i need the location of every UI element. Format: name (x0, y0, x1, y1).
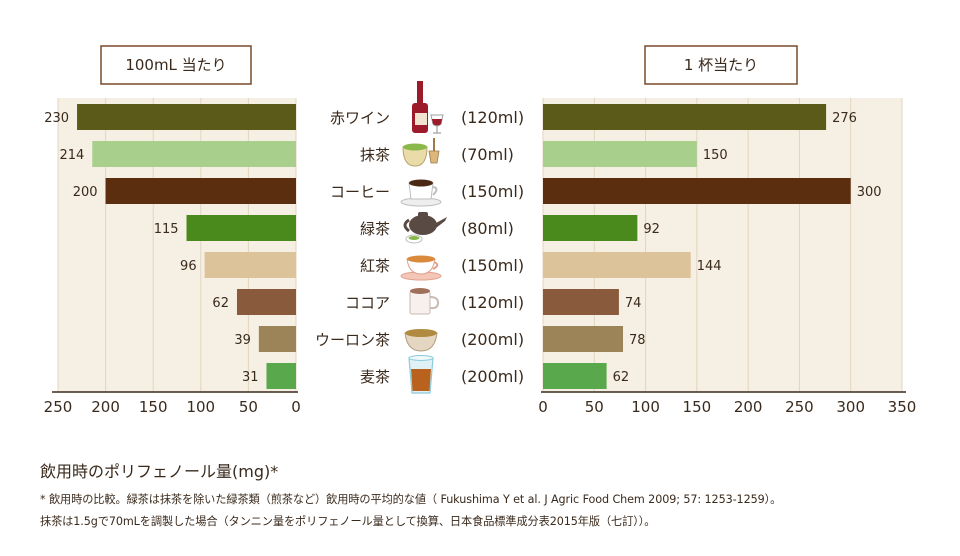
drink-volume: (150ml) (461, 256, 524, 275)
right-bar (543, 215, 638, 241)
right-bar (543, 104, 827, 130)
right-value-label: 144 (697, 259, 722, 274)
right-value-label: 62 (613, 370, 630, 385)
left-bar (236, 289, 296, 315)
right-value-label: 74 (625, 296, 642, 311)
oolong-bowl-icon (404, 329, 438, 352)
left-value-label: 39 (234, 333, 251, 348)
footnote-1: * 飲用時の比較。緑茶は抹茶を除いた緑茶類（煎茶など）飲用時の平均的な値（ Fu… (40, 493, 782, 506)
left-bar (266, 363, 296, 389)
right-value-label: 276 (832, 111, 857, 126)
left-tick-label: 100 (186, 398, 215, 416)
drink-volume: (200ml) (461, 330, 524, 349)
left-value-label: 31 (242, 370, 259, 385)
left-value-label: 115 (154, 222, 179, 237)
right-tick-label: 50 (585, 398, 604, 416)
left-value-label: 96 (180, 259, 197, 274)
drink-name: 赤ワイン (330, 109, 390, 127)
right-bar (543, 178, 851, 204)
right-bar (543, 326, 624, 352)
right-bar (543, 289, 619, 315)
right-bar (543, 363, 607, 389)
left-bar (258, 326, 296, 352)
right-value-label: 150 (703, 148, 728, 163)
left-title-box (100, 45, 252, 85)
right-tick-label: 100 (631, 398, 660, 416)
right-tick-label: 300 (836, 398, 865, 416)
barley-tea-glass-icon (408, 355, 434, 394)
right-panel-title: 1 杯当たり (684, 56, 758, 74)
drink-volume: (80ml) (461, 219, 514, 238)
left-tick-label: 150 (139, 398, 168, 416)
coffee-cup-icon (400, 179, 442, 207)
teacup-icon (400, 255, 442, 281)
teapot-icon (403, 212, 447, 244)
drink-name: コーヒー (330, 183, 390, 201)
drink-name: ウーロン茶 (315, 331, 390, 349)
drink-name: 抹茶 (360, 146, 390, 164)
drink-volume: (150ml) (461, 182, 524, 201)
chart-caption: 飲用時のポリフェノール量(mg)* (40, 462, 279, 481)
right-bar (543, 141, 697, 167)
left-value-label: 200 (73, 185, 98, 200)
right-tick-label: 350 (888, 398, 917, 416)
left-bar (77, 104, 296, 130)
drink-name: 麦茶 (360, 368, 390, 386)
drink-volume: (70ml) (461, 145, 514, 164)
drink-name: 緑茶 (360, 220, 390, 238)
drink-volume: (120ml) (461, 293, 524, 312)
left-value-label: 230 (44, 111, 69, 126)
left-value-label: 62 (212, 296, 229, 311)
left-bar (105, 178, 296, 204)
left-tick-label: 0 (291, 398, 301, 416)
left-bar (92, 141, 296, 167)
drink-name: ココア (345, 294, 390, 312)
left-tick-label: 50 (239, 398, 258, 416)
left-bar (186, 215, 296, 241)
right-value-label: 92 (643, 222, 660, 237)
right-tick-label: 250 (785, 398, 814, 416)
left-value-label: 214 (59, 148, 84, 163)
right-tick-label: 150 (683, 398, 712, 416)
right-tick-label: 200 (734, 398, 763, 416)
right-tick-label: 0 (538, 398, 548, 416)
drink-volume: (200ml) (461, 367, 524, 386)
right-value-label: 78 (629, 333, 646, 348)
left-tick-label: 250 (44, 398, 73, 416)
matcha-bowl-icon (402, 138, 440, 167)
footnote-2: 抹茶は1.5gで70mLを調製した場合（タンニン量をポリフェノール量として換算、… (40, 515, 656, 528)
right-title-box (644, 45, 798, 85)
right-bar (543, 252, 691, 278)
left-bar (204, 252, 296, 278)
cocoa-mug-icon (409, 288, 440, 315)
drink-volume: (120ml) (461, 108, 524, 127)
right-value-label: 300 (857, 185, 882, 200)
left-panel-title: 100mL 当たり (125, 56, 226, 74)
left-tick-label: 200 (91, 398, 120, 416)
wine-bottle-icon (412, 81, 444, 134)
drink-name: 紅茶 (360, 257, 390, 275)
